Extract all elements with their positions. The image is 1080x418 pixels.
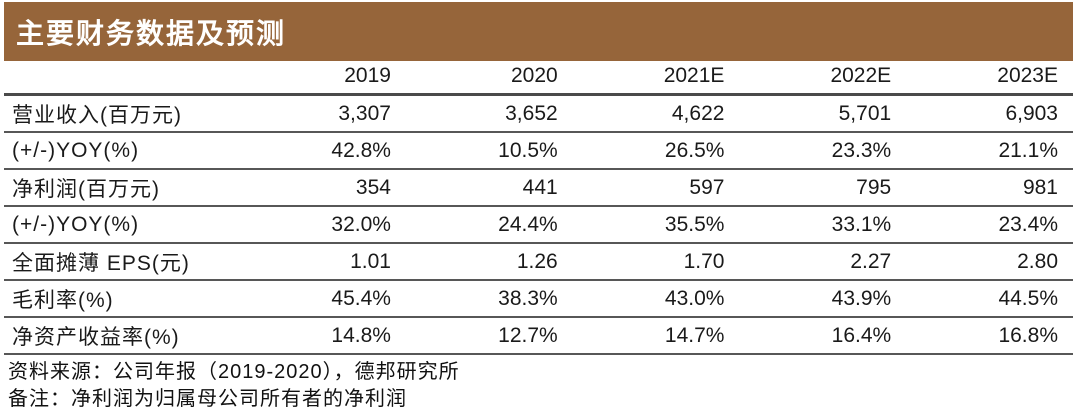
cell-value: 6,903 <box>906 94 1073 133</box>
cell-value: 441 <box>405 169 573 207</box>
row-label: 净利润(百万元) <box>4 169 240 207</box>
page-title: 主要财务数据及预测 <box>16 17 287 49</box>
column-header-2022e: 2022E <box>739 61 907 96</box>
cell-value: 354 <box>239 169 406 207</box>
cell-value: 32.0% <box>239 206 406 244</box>
cell-value: 21.1% <box>906 132 1073 170</box>
cell-value: 23.4% <box>906 206 1073 244</box>
cell-value: 45.4% <box>239 280 406 318</box>
cell-value: 23.3% <box>739 132 907 170</box>
cell-value: 5,701 <box>739 94 907 133</box>
table-row-gross-margin: 毛利率(%) 45.4% 38.3% 43.0% 43.9% 44.5% <box>4 280 1073 318</box>
cell-value: 3,307 <box>239 94 406 133</box>
cell-value: 35.5% <box>572 206 740 244</box>
row-label: 净资产收益率(%) <box>4 317 240 355</box>
column-header-2020: 2020 <box>405 61 573 96</box>
row-label: 毛利率(%) <box>4 280 240 318</box>
cell-value: 42.8% <box>239 132 406 170</box>
cell-value: 16.4% <box>739 317 907 355</box>
table-footer: 资料来源：公司年报（2019-2020），德邦研究所 备注：净利润为归属母公司所… <box>4 355 1073 413</box>
cell-value: 1.70 <box>572 243 740 281</box>
table-title-bar: 主要财务数据及预测 <box>4 2 1073 61</box>
table-row-net-profit: 净利润(百万元) 354 441 597 795 981 <box>4 169 1073 207</box>
cell-value: 4,622 <box>572 94 740 133</box>
cell-value: 1.26 <box>405 243 573 281</box>
table-header-row: 2019 2020 2021E 2022E 2023E <box>4 61 1073 96</box>
table-row-roe: 净资产收益率(%) 14.8% 12.7% 14.7% 16.4% 16.8% <box>4 317 1073 355</box>
cell-value: 16.8% <box>906 317 1073 355</box>
table-row-revenue-yoy: (+/-)YOY(%) 42.8% 10.5% 26.5% 23.3% 21.1… <box>4 132 1073 170</box>
table-row-revenue: 营业收入(百万元) 3,307 3,652 4,622 5,701 6,903 <box>4 94 1073 133</box>
column-header-2021e: 2021E <box>572 61 740 96</box>
cell-value: 795 <box>739 169 907 207</box>
financial-data-table: 2019 2020 2021E 2022E 2023E 营业收入(百万元) 3,… <box>4 61 1073 355</box>
row-label: (+/-)YOY(%) <box>4 132 240 170</box>
cell-value: 981 <box>906 169 1073 207</box>
cell-value: 3,652 <box>405 94 573 133</box>
cell-value: 38.3% <box>405 280 573 318</box>
remark-note: 备注：净利润为归属母公司所有者的净利润 <box>8 388 407 410</box>
cell-value: 1.01 <box>239 243 406 281</box>
column-header-2023e: 2023E <box>906 61 1073 96</box>
table-row-diluted-eps: 全面摊薄 EPS(元) 1.01 1.26 1.70 2.27 2.80 <box>4 243 1073 281</box>
row-label: 营业收入(百万元) <box>4 94 240 133</box>
cell-value: 43.0% <box>572 280 740 318</box>
cell-value: 33.1% <box>739 206 907 244</box>
cell-value: 26.5% <box>572 132 740 170</box>
row-label: 全面摊薄 EPS(元) <box>4 243 240 281</box>
column-header-2019: 2019 <box>239 61 406 96</box>
source-note: 资料来源：公司年报（2019-2020），德邦研究所 <box>8 361 460 383</box>
cell-value: 44.5% <box>906 280 1073 318</box>
cell-value: 597 <box>572 169 740 207</box>
table-row-net-profit-yoy: (+/-)YOY(%) 32.0% 24.4% 35.5% 33.1% 23.4… <box>4 206 1073 244</box>
cell-value: 14.8% <box>239 317 406 355</box>
cell-value: 2.27 <box>739 243 907 281</box>
row-label: (+/-)YOY(%) <box>4 206 240 244</box>
column-header-blank <box>4 61 240 96</box>
cell-value: 14.7% <box>572 317 740 355</box>
cell-value: 12.7% <box>405 317 573 355</box>
cell-value: 2.80 <box>906 243 1073 281</box>
cell-value: 10.5% <box>405 132 573 170</box>
cell-value: 24.4% <box>405 206 573 244</box>
cell-value: 43.9% <box>739 280 907 318</box>
